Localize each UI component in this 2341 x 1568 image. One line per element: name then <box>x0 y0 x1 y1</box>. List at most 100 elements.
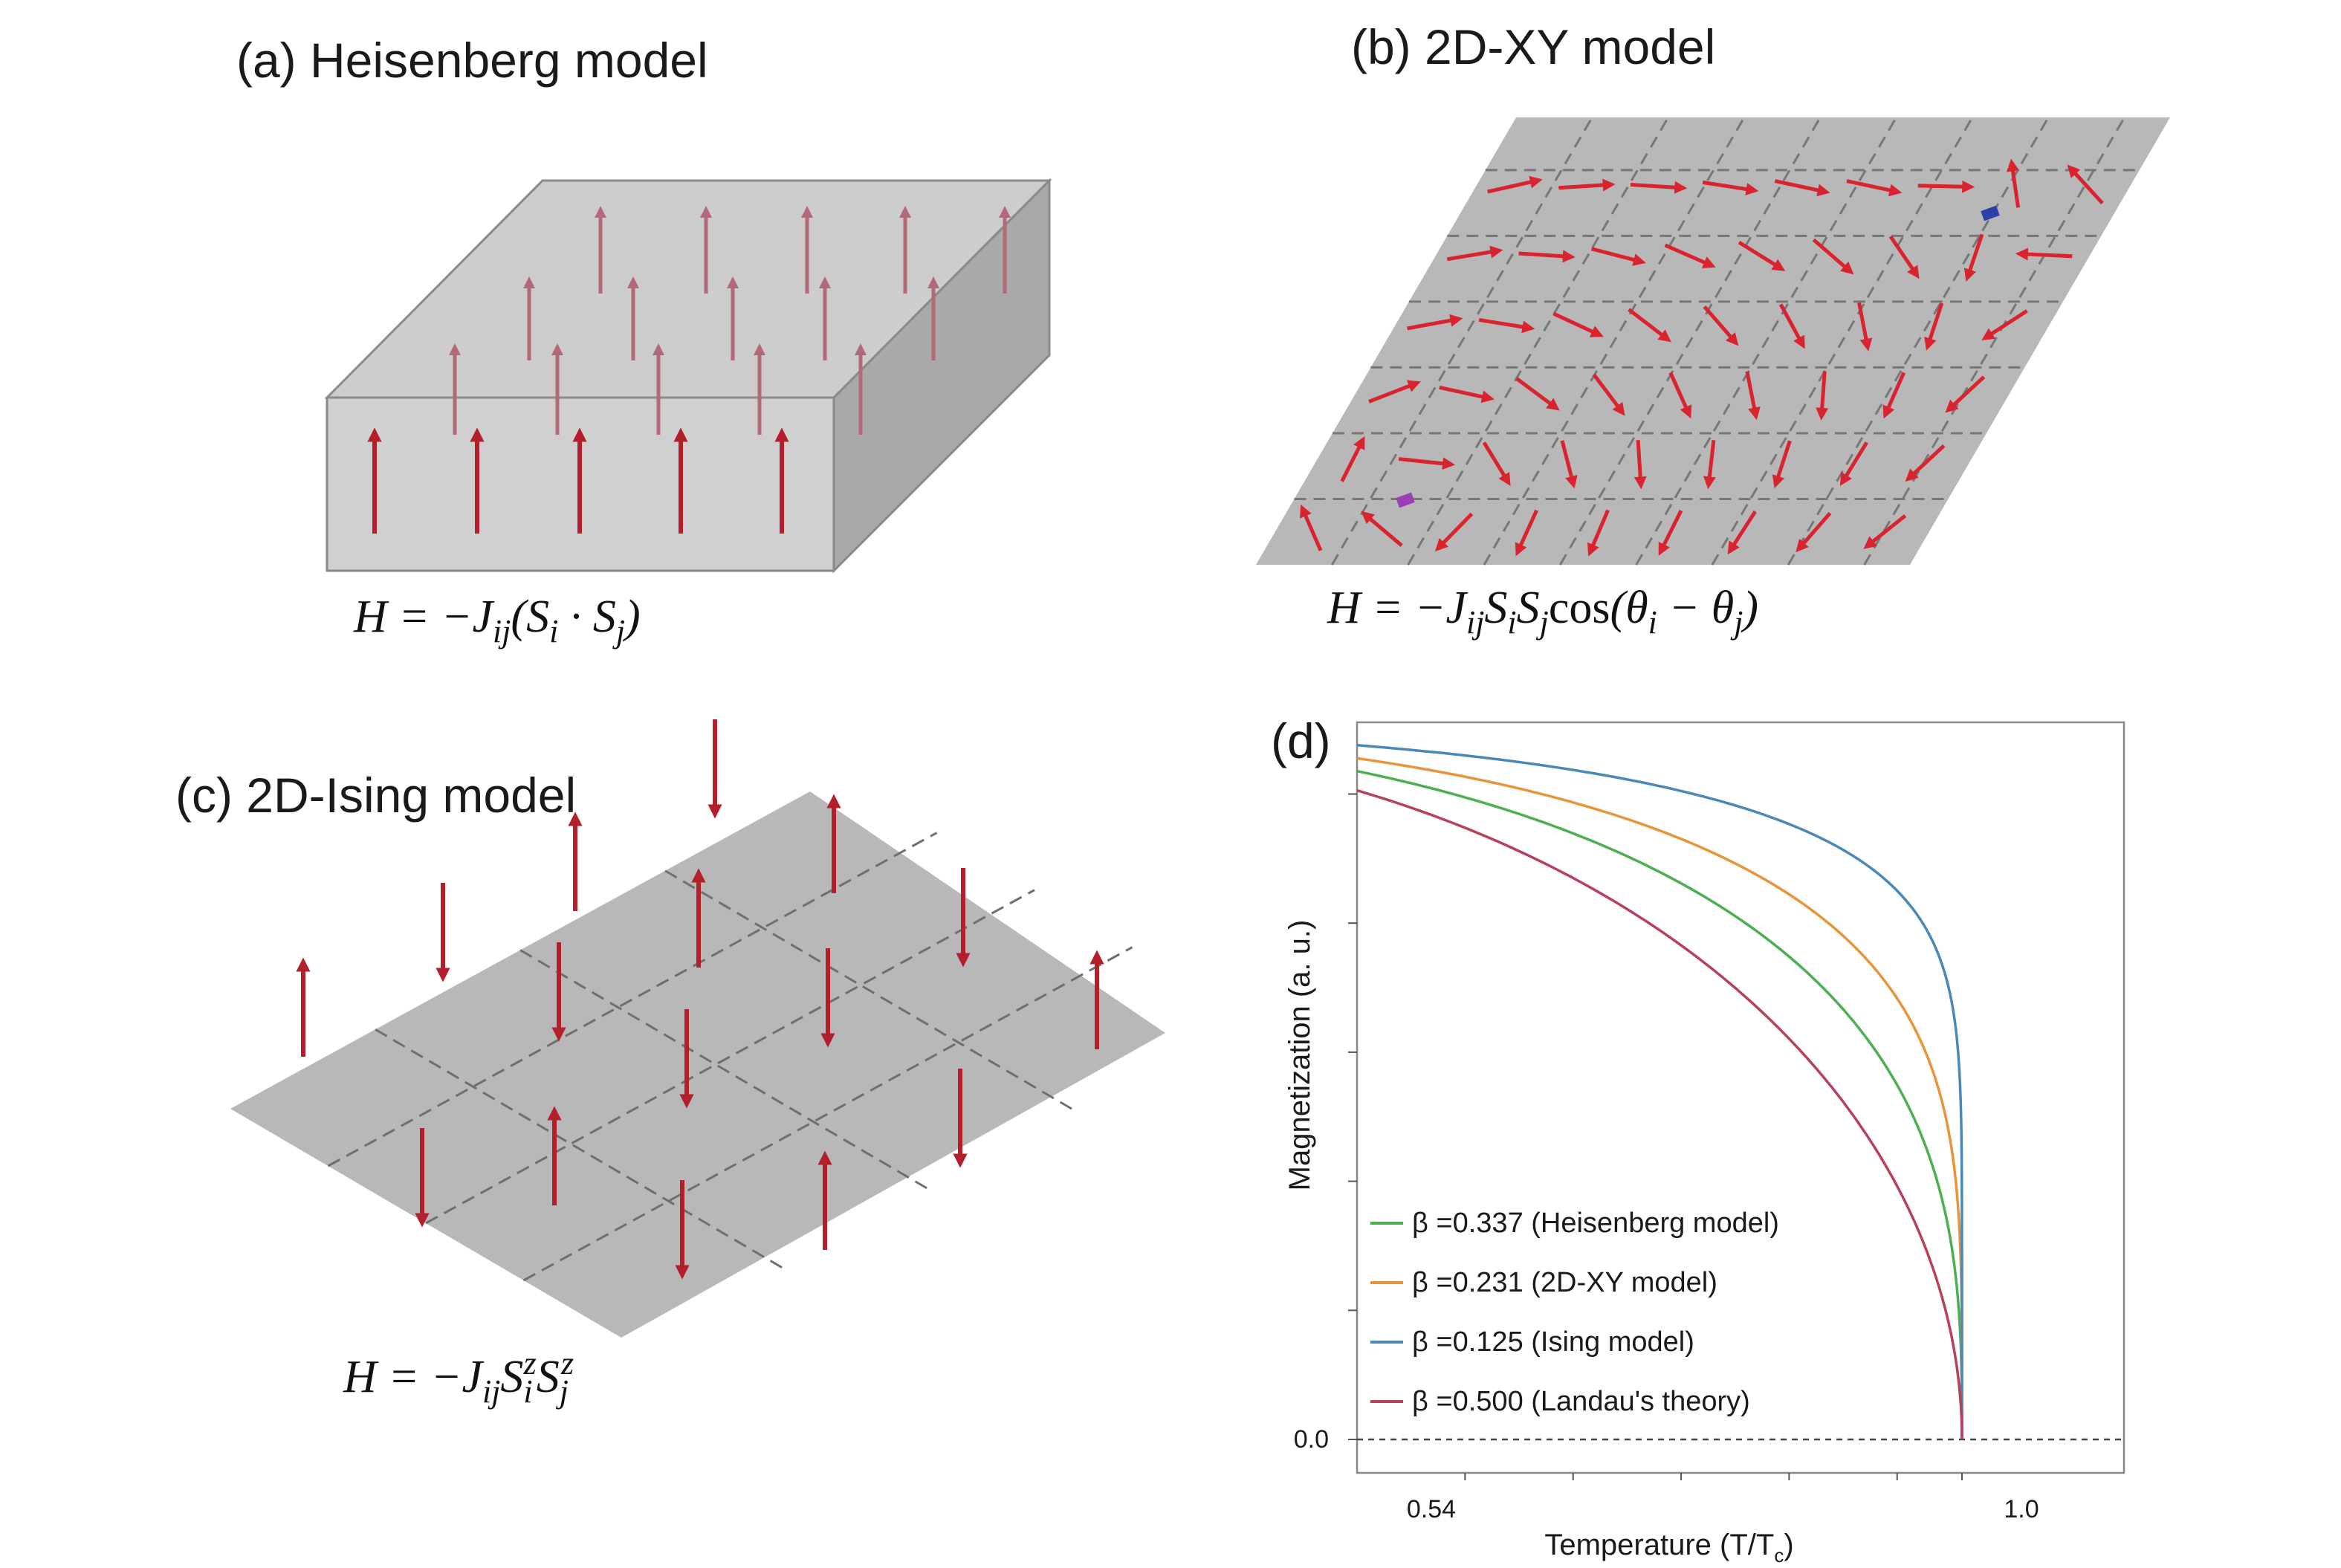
xy-spin-arrow-50 <box>1846 179 1903 197</box>
xy-spin-arrow-11 <box>1482 441 1511 486</box>
antivortex-marker <box>1981 205 2000 221</box>
ising-grid-lines <box>327 832 1133 1282</box>
xy-spin-arrow-43 <box>1963 233 1984 282</box>
chart-legend: β =0.337 (Heisenberg model) β =0.231 (2D-… <box>1370 1208 1779 1417</box>
xy-spin-arrow-4 <box>1587 509 1610 557</box>
series-line-3 <box>1356 788 1963 1439</box>
ising-grid-b-2 <box>425 889 1035 1225</box>
xy-spin-arrow-49 <box>1774 179 1830 197</box>
xy-spin-arrow-26 <box>1945 375 1986 413</box>
xy-spin-arrow-48 <box>1702 180 1759 195</box>
chart-series-lines <box>1356 744 1963 1439</box>
xy-spin-arrow-31 <box>1703 305 1739 346</box>
legend-label-1: β =0.231 (2D-XY model) <box>1412 1267 1717 1298</box>
panel-c-equation: H = −JijSizSjz <box>343 1345 574 1410</box>
xy-grid-v-1 <box>1331 117 1593 566</box>
xy-spin-arrow-13 <box>1633 440 1647 490</box>
xy-spin-arrow-34 <box>1924 302 1944 351</box>
panel-a: (a) Heisenberg model H = −Jij(Si · Sj) <box>236 33 1052 649</box>
panel-d-title: (d) <box>1271 713 1331 768</box>
heisenberg-front-arrows <box>367 427 789 534</box>
plot-frame <box>1356 721 2125 1474</box>
xy-spin-arrow-9 <box>1340 435 1365 482</box>
xy-grid-v-8 <box>1863 117 2125 566</box>
xy-spin-arrow-20 <box>1515 377 1560 411</box>
xy-spin-arrow-53 <box>2067 164 2104 205</box>
xy-spin-arrow-40 <box>1738 241 1786 271</box>
xy-spin-arrow-10 <box>1398 457 1456 470</box>
legend-label-2: β =0.125 (Ising model) <box>1412 1326 1694 1358</box>
xy-spin-arrow-0 <box>1300 504 1323 551</box>
y-axis-label: Magnetization (a. u.) <box>1283 920 1316 1191</box>
xy-spin-arrow-23 <box>1745 371 1761 421</box>
x-axis-label: Temperature (T/Tc) <box>1544 1529 1793 1564</box>
xy-spin-arrow-46 <box>1558 178 1616 192</box>
xy-grid-lines <box>1294 117 2140 566</box>
xy-spin-arrows <box>1300 158 2104 557</box>
xy-spin-arrow-32 <box>1778 303 1805 349</box>
xy-spin-arrow-51 <box>1917 180 1975 193</box>
series-line-0 <box>1356 769 1963 1439</box>
xy-plane <box>1256 117 2170 565</box>
panel-d-chart: (d) 0.0 0.54 1.0 Temperature (T/Tc) Magn… <box>1271 713 2125 1567</box>
xy-grid-v-6 <box>1711 117 1974 566</box>
xy-spin-arrow-37 <box>1518 250 1576 263</box>
ising-grid-b-3 <box>522 946 1133 1282</box>
legend-label-0: β =0.337 (Heisenberg model) <box>1412 1208 1779 1239</box>
legend-label-3: β =0.500 (Landau's theory) <box>1412 1386 1750 1417</box>
heisenberg-block <box>324 178 1052 574</box>
xy-spin-arrow-39 <box>1664 243 1716 268</box>
xy-spin-arrow-29 <box>1552 311 1604 337</box>
xy-grid-v-5 <box>1635 117 1897 566</box>
xy-spin-arrow-8 <box>1863 514 1907 549</box>
xy-spin-arrow-35 <box>1981 309 2028 341</box>
xy-spin-arrow-19 <box>1439 385 1495 404</box>
axis-ticks <box>1348 793 1963 1480</box>
xy-spin-arrow-25 <box>1882 372 1906 419</box>
xy-spin-arrow-42 <box>1888 235 1920 279</box>
xy-grid-v-2 <box>1407 117 1669 566</box>
panel-b-equation: H = −JijSiSjcos(θi − θj) <box>1327 583 1758 641</box>
xy-spin-arrow-5 <box>1658 509 1683 556</box>
panel-c-title: (c) 2D-Ising model <box>175 768 576 823</box>
panel-c: (c) 2D-Ising model H = −JijSizSjz <box>175 719 1165 1410</box>
ising-plane <box>230 791 1165 1338</box>
xy-spin-arrow-41 <box>1812 238 1854 275</box>
ising-grid-a-2 <box>519 949 932 1192</box>
xy-spin-arrow-3 <box>1515 509 1538 557</box>
xy-spin-arrow-36 <box>1446 245 1503 262</box>
vortex-marker <box>1396 492 1415 508</box>
series-line-1 <box>1356 757 1963 1439</box>
xy-spin-arrow-52 <box>2007 158 2021 208</box>
ising-grid-b-1 <box>327 832 938 1167</box>
xy-spin-arrow-38 <box>1590 247 1646 266</box>
y-tick-label-0: 0.0 <box>1294 1425 1329 1454</box>
panel-b-title: (b) 2D-XY model <box>1351 19 1715 74</box>
ising-spin-arrows <box>296 719 1104 1280</box>
xy-grid-v-4 <box>1559 117 1822 566</box>
xy-spin-arrow-17 <box>1905 444 1946 482</box>
xy-spin-arrow-28 <box>1478 317 1535 334</box>
xy-spin-arrow-44 <box>2015 247 2073 261</box>
xy-spin-arrow-21 <box>1592 373 1625 416</box>
x-tick-label-1: 1.0 <box>2004 1495 2039 1523</box>
panel-b: (b) 2D-XY model H = −JijSiSjcos(θi − θj) <box>1256 19 2170 641</box>
xy-spin-arrow-6 <box>1727 510 1757 555</box>
xy-spin-arrow-14 <box>1703 440 1716 490</box>
xy-spin-arrow-12 <box>1560 440 1578 489</box>
xy-grid-v-7 <box>1787 117 2050 566</box>
panel-a-equation: H = −Jij(Si · Sj) <box>353 592 641 649</box>
xy-spin-arrow-27 <box>1407 314 1463 331</box>
xy-spin-arrow-18 <box>1368 380 1421 404</box>
panel-a-title: (a) Heisenberg model <box>236 33 708 88</box>
series-line-2 <box>1356 744 1963 1439</box>
ising-grid-a-3 <box>664 869 1077 1112</box>
xy-grid-v-3 <box>1483 117 1746 566</box>
xy-spin-arrow-22 <box>1668 372 1692 419</box>
xy-spin-arrow-1 <box>1361 511 1403 547</box>
xy-spin-arrow-24 <box>1816 371 1829 421</box>
xy-spin-arrow-16 <box>1839 441 1868 486</box>
xy-spin-arrow-7 <box>1796 511 1832 553</box>
xy-spin-arrow-47 <box>1630 181 1688 194</box>
